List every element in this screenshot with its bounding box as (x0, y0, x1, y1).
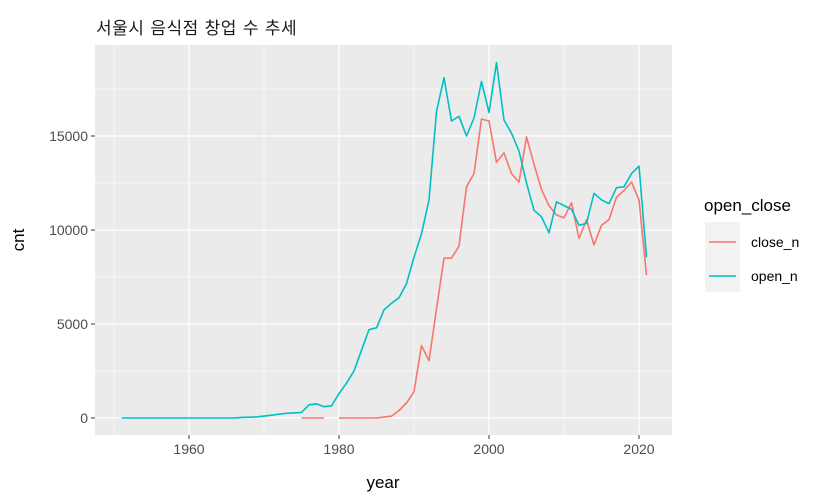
y-tick-label: 10000 (49, 222, 88, 238)
legend-title: open_close (704, 196, 791, 215)
y-tick-label: 0 (80, 410, 88, 426)
chart-title: 서울시 음식점 창업 수 추세 (96, 19, 298, 39)
x-axis-ticks: 1960 1980 2000 2020 (173, 435, 655, 457)
minor-gridlines (95, 45, 672, 435)
x-tick-label: 2020 (623, 441, 654, 457)
data-lines (121, 61, 648, 419)
legend: open_close close_n open_n (704, 196, 799, 292)
plot-panel (95, 45, 672, 435)
legend-key-bg (705, 222, 740, 292)
y-axis-ticks: 0 5000 10000 15000 (49, 128, 95, 426)
series-line-close-n (301, 118, 648, 419)
series-line-open-n (121, 61, 648, 419)
y-axis-title: cnt (9, 228, 28, 251)
y-tick-label: 15000 (49, 128, 88, 144)
x-axis-title: year (366, 473, 399, 492)
x-tick-label: 1960 (173, 441, 204, 457)
legend-label-close-n: close_n (751, 234, 799, 250)
y-tick-label: 5000 (57, 316, 88, 332)
x-tick-label: 1980 (323, 441, 354, 457)
legend-label-open-n: open_n (751, 268, 798, 284)
x-tick-label: 2000 (473, 441, 504, 457)
